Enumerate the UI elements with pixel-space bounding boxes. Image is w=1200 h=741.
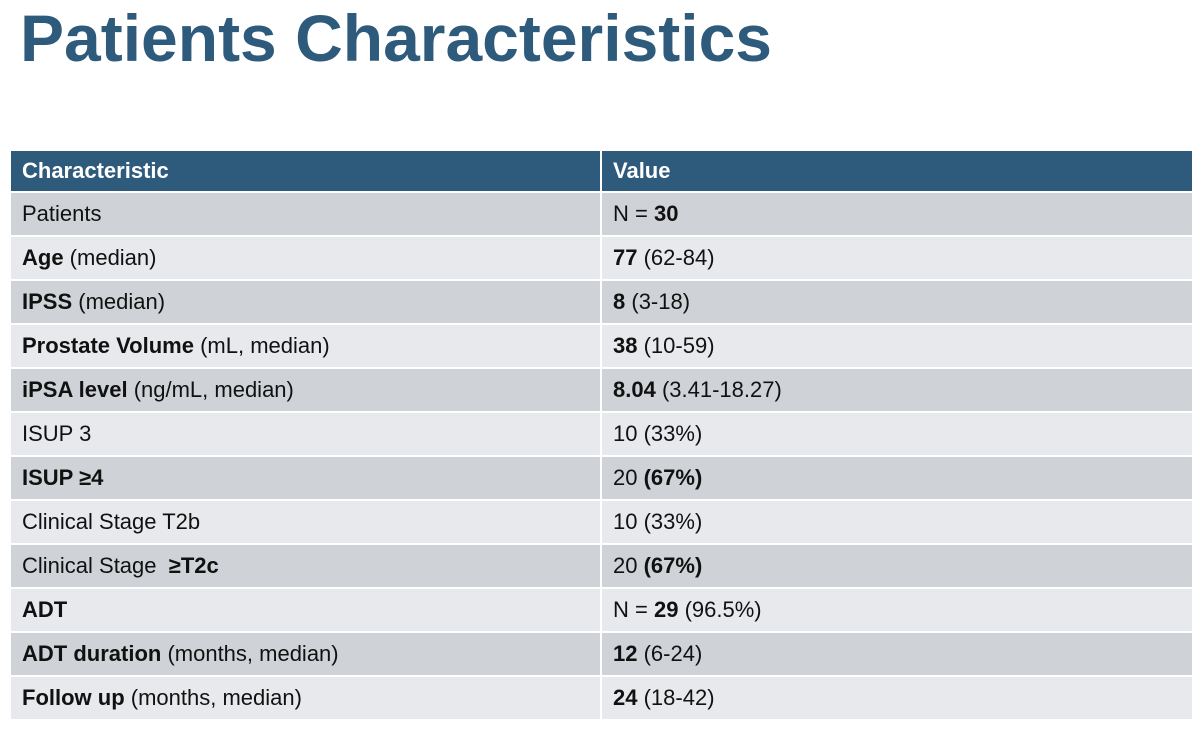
table-row: IPSS (median) 8 (3-18) — [9, 279, 1194, 325]
table-row: ADT duration (months, median) 12 (6-24) — [9, 631, 1194, 677]
table-header-row: Characteristic Value — [9, 149, 1194, 193]
characteristic-cell: IPSS (median) — [9, 279, 602, 325]
characteristic-cell: ADT — [9, 587, 602, 633]
table-row: ISUP 3 10 (33%) — [9, 411, 1194, 457]
value-cell: 77 (62-84) — [600, 235, 1194, 281]
characteristic-cell: ISUP ≥4 — [9, 455, 602, 501]
value-cell: N = 29 (96.5%) — [600, 587, 1194, 633]
characteristic-cell: Prostate Volume (mL, median) — [9, 323, 602, 369]
value-cell: 20 (67%) — [600, 543, 1194, 589]
characteristic-cell: Follow up (months, median) — [9, 675, 602, 721]
characteristics-table-container: Characteristic Value Patients N = 30 Age… — [9, 149, 1194, 721]
characteristics-table: Characteristic Value Patients N = 30 Age… — [9, 149, 1194, 721]
characteristic-cell: iPSA level (ng/mL, median) — [9, 367, 602, 413]
table-row: ISUP ≥4 20 (67%) — [9, 455, 1194, 501]
value-cell: 10 (33%) — [600, 499, 1194, 545]
characteristic-cell: Age (median) — [9, 235, 602, 281]
characteristic-cell: ADT duration (months, median) — [9, 631, 602, 677]
value-cell: 12 (6-24) — [600, 631, 1194, 677]
value-cell: 20 (67%) — [600, 455, 1194, 501]
characteristic-cell: Clinical Stage T2b — [9, 499, 602, 545]
header-value: Value — [600, 149, 1194, 193]
value-cell: 8 (3-18) — [600, 279, 1194, 325]
value-cell: N = 30 — [600, 191, 1194, 237]
value-cell: 24 (18-42) — [600, 675, 1194, 721]
characteristic-cell: ISUP 3 — [9, 411, 602, 457]
characteristic-cell: Patients — [9, 191, 602, 237]
table-row: Prostate Volume (mL, median) 38 (10-59) — [9, 323, 1194, 369]
value-cell: 8.04 (3.41-18.27) — [600, 367, 1194, 413]
table-row: Clinical Stage T2b 10 (33%) — [9, 499, 1194, 545]
page-title: Patients Characteristics — [20, 1, 773, 75]
value-cell: 10 (33%) — [600, 411, 1194, 457]
table-row: iPSA level (ng/mL, median) 8.04 (3.41-18… — [9, 367, 1194, 413]
value-cell: 38 (10-59) — [600, 323, 1194, 369]
header-characteristic: Characteristic — [9, 149, 602, 193]
table-row: Age (median) 77 (62-84) — [9, 235, 1194, 281]
table-row: Follow up (months, median) 24 (18-42) — [9, 675, 1194, 721]
table-row: Patients N = 30 — [9, 191, 1194, 237]
characteristic-cell: Clinical Stage ≥T2c — [9, 543, 602, 589]
table-row: ADT N = 29 (96.5%) — [9, 587, 1194, 633]
table-row: Clinical Stage ≥T2c 20 (67%) — [9, 543, 1194, 589]
